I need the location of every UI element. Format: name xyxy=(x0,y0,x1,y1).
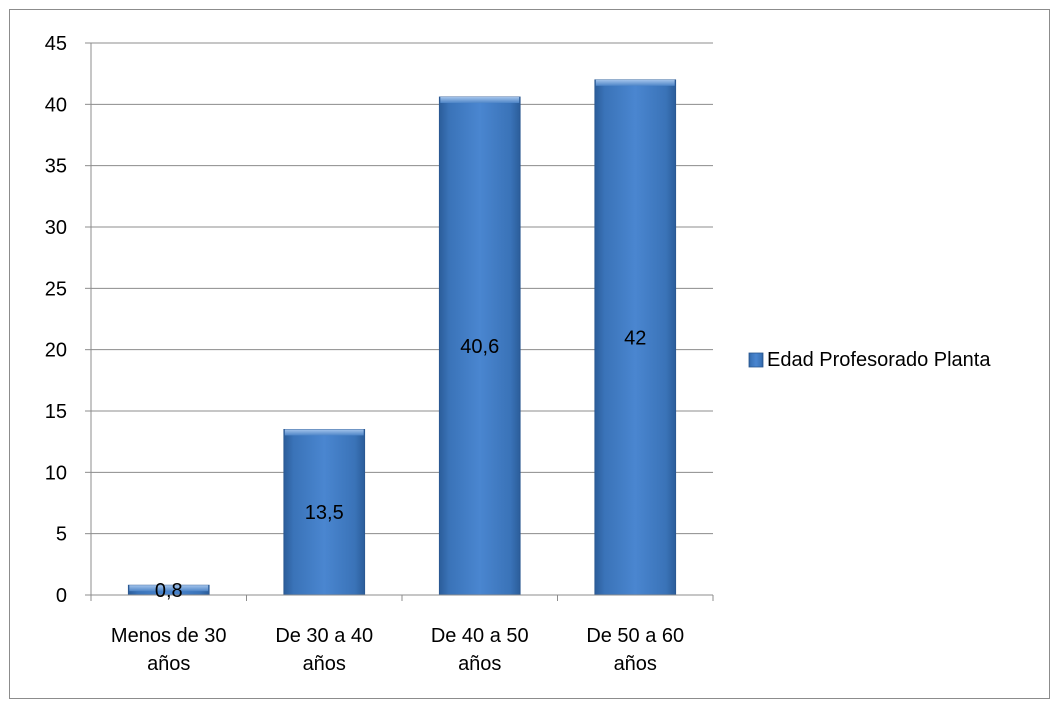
bar xyxy=(283,428,366,596)
data-label: 40,6 xyxy=(460,336,499,358)
y-tick-label: 40 xyxy=(45,94,67,116)
x-category-label: años xyxy=(147,653,190,675)
legend-label: Edad Profesorado Planta xyxy=(767,349,991,371)
bar-top-highlight xyxy=(129,585,209,592)
bar xyxy=(594,79,677,596)
x-category-label: años xyxy=(303,653,346,675)
chart-frame xyxy=(9,9,1050,699)
y-tick-label: 20 xyxy=(45,340,67,362)
y-tick-label: 25 xyxy=(45,278,67,300)
legend-swatch xyxy=(748,352,764,368)
bar-top-highlight xyxy=(595,79,675,86)
y-tick-label: 10 xyxy=(45,462,67,484)
x-category-label: Menos de 30 xyxy=(111,625,227,647)
bar xyxy=(438,96,521,596)
x-category-label: De 40 a 50 xyxy=(431,625,529,647)
data-label: 13,5 xyxy=(305,502,344,524)
y-tick-label: 0 xyxy=(56,585,67,607)
x-category-label: años xyxy=(458,653,501,675)
y-tick-label: 5 xyxy=(56,524,67,546)
x-category-label: De 30 a 40 xyxy=(275,625,373,647)
data-label: 42 xyxy=(624,327,646,349)
y-tick-label: 15 xyxy=(45,401,67,423)
x-category-label: años xyxy=(614,653,657,675)
x-category-label: De 50 a 60 xyxy=(586,625,684,647)
y-tick-label: 30 xyxy=(45,217,67,239)
bar-top-highlight xyxy=(284,429,364,436)
y-tick-label: 45 xyxy=(45,33,67,55)
bar-top-highlight xyxy=(440,96,520,103)
y-tick-label: 35 xyxy=(45,156,67,178)
data-label: 0,8 xyxy=(155,580,183,602)
